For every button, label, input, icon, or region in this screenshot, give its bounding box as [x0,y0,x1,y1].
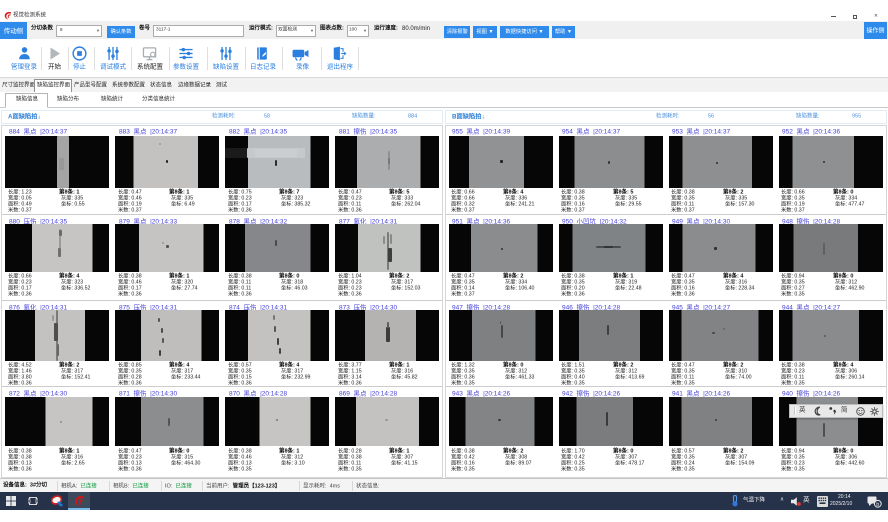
svg-text:b: b [876,502,879,508]
